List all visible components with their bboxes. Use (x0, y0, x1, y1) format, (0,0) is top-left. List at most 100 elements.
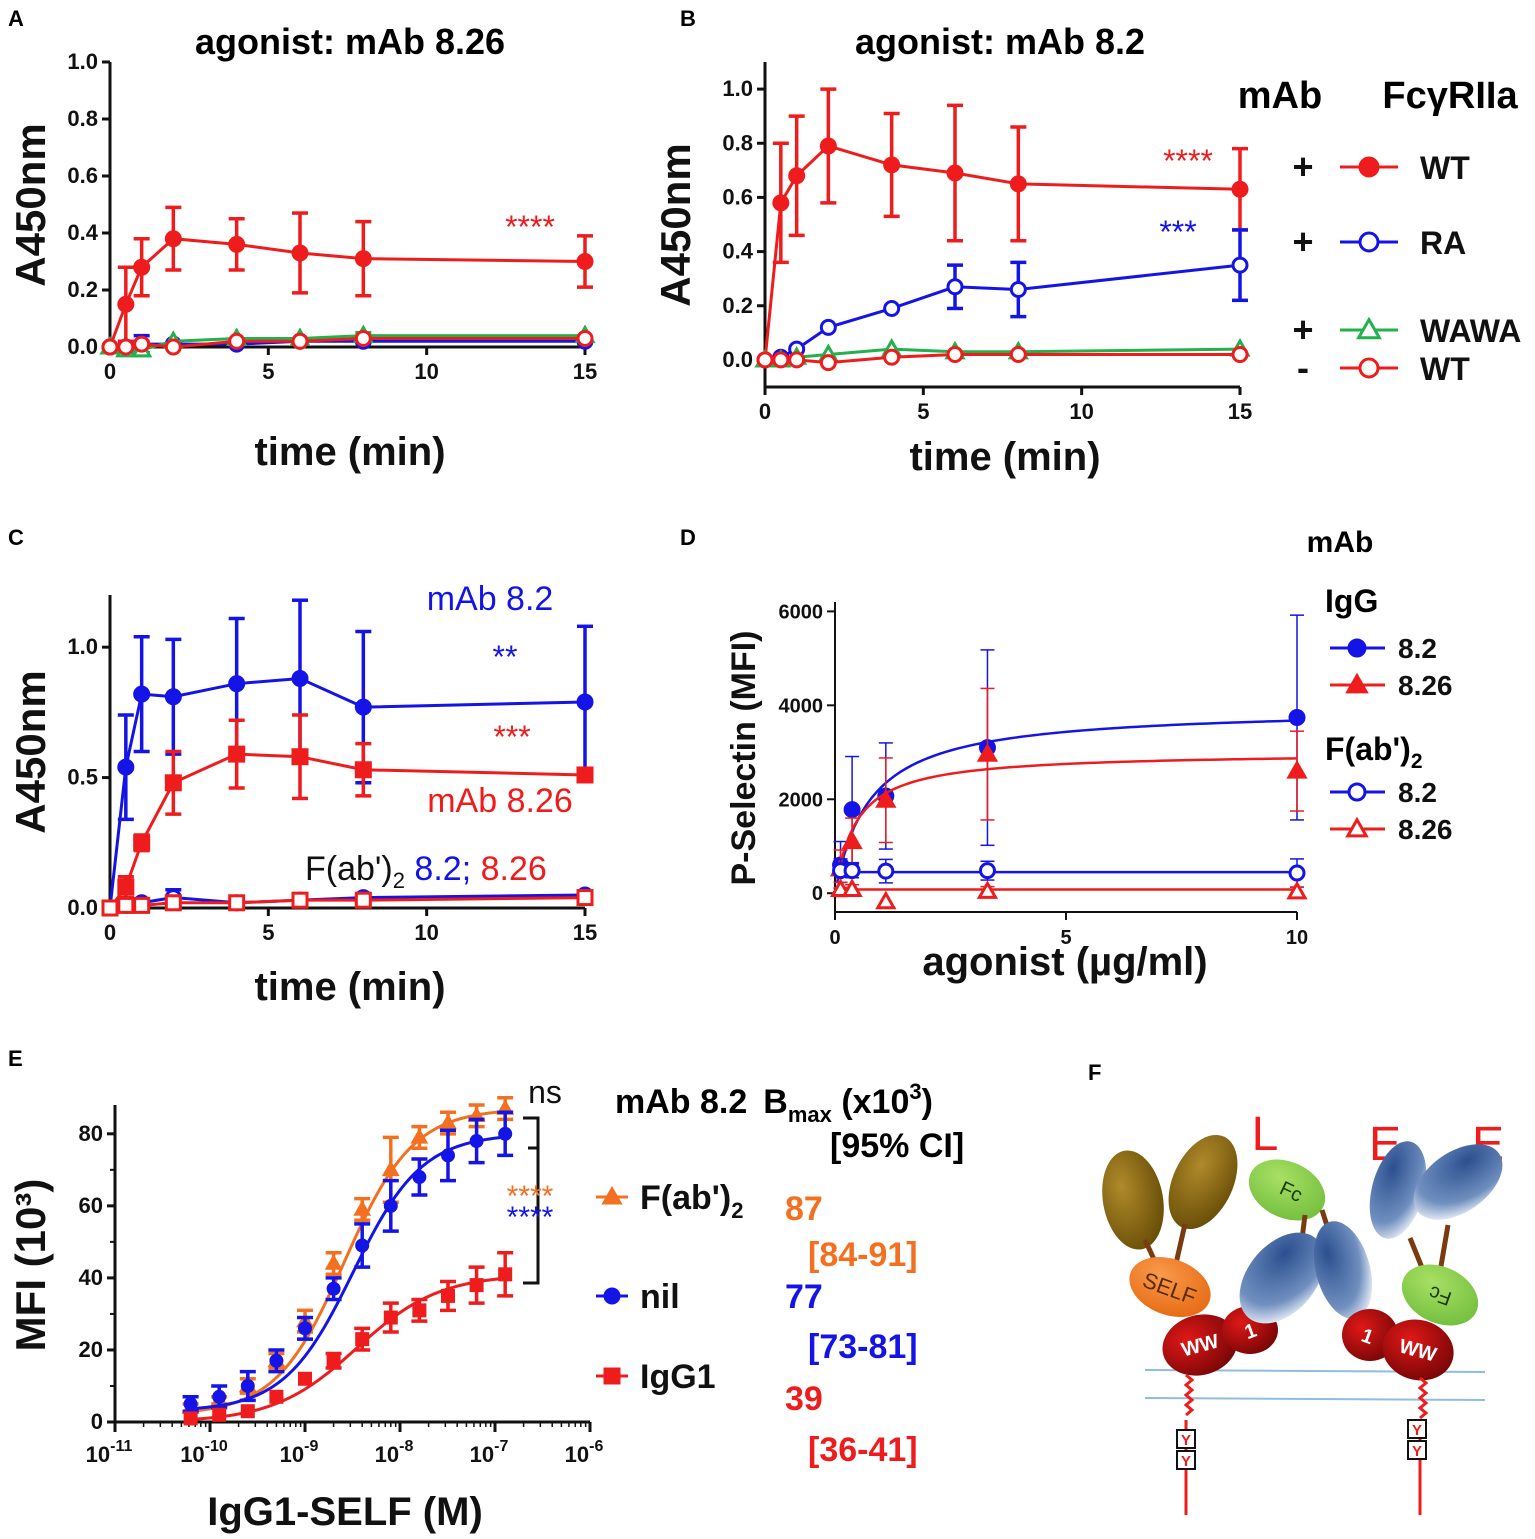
x-tick-label: 0 (104, 359, 116, 384)
series-line (108, 237, 586, 348)
chart-c: 0.0 0.5 1.0 0 5 10 15 time (min) A450nm (7, 595, 597, 1009)
series-mab-ra (756, 228, 1249, 369)
panel-c: C 0.0 0.5 1.0 0 5 10 15 time (min) A450nm mAb 8.… (7, 525, 597, 1009)
panel-letter-f: F (1088, 1060, 1101, 1085)
x-tick-label: 10-6 (565, 1438, 604, 1467)
x-tick-label: 10 (414, 920, 438, 945)
fab-arm-1 (1102, 1150, 1164, 1250)
data-point (883, 299, 901, 317)
panel-b-significance-blue: *** (1159, 214, 1196, 250)
x-axis-label: time (min) (254, 965, 445, 1009)
y-tick-label: 0.6 (67, 163, 98, 188)
significance-blue: ** (493, 639, 518, 675)
legend-ci: [36-41] (808, 1431, 918, 1469)
data-point (469, 1134, 484, 1149)
y-tick-label: 40 (79, 1265, 103, 1290)
data-point (291, 748, 309, 766)
series-mab-wt (101, 329, 594, 356)
series-f-ab-2-8-2 (832, 858, 1306, 888)
data-point (240, 1404, 255, 1419)
legend-bmax: 77 (785, 1278, 823, 1316)
legend-header-ci: [95% CI] (830, 1127, 964, 1165)
data-point (183, 1396, 198, 1411)
legend-label: 8.26 (1398, 814, 1453, 845)
d2-domain (1162, 1314, 1238, 1376)
x-tick-label: 10 (414, 359, 438, 384)
y-tick-label: 0.0 (67, 334, 98, 359)
legend-bmax: 39 (785, 1380, 823, 1418)
legend-item: nil 77 [73-81] (596, 1278, 918, 1366)
y-axis-label: MFI (10³) (7, 1179, 54, 1352)
data-point (877, 862, 895, 880)
itam-tyrosine: Y (1181, 1432, 1191, 1449)
data-point (756, 351, 774, 369)
panel-d-legend: mAb IgG F(ab')2 8.2 8.26 8.2 8.26 (1307, 526, 1453, 845)
panel-b-legend: mAb FcγRIIa + WT + RA + WAWA - WT (1238, 75, 1522, 388)
data-point (1231, 256, 1249, 274)
panel-letter-a: A (8, 6, 24, 31)
data-point (355, 1332, 370, 1347)
series-mab-wt (756, 87, 1249, 369)
y-tick-label: 0.4 (722, 239, 753, 264)
data-point (354, 698, 372, 716)
data-point (117, 896, 135, 914)
x-tick-label: 10-11 (86, 1438, 133, 1467)
data-point (440, 1288, 455, 1303)
data-point (212, 1407, 227, 1422)
data-point (875, 890, 897, 910)
chart-d: 0 2000 4000 6000 0 5 10 agonist (µg/ml) P-Select… (725, 601, 1308, 984)
data-point (498, 1267, 513, 1282)
y-tick-label: 2000 (779, 789, 824, 811)
data-point (410, 1128, 429, 1144)
data-point (355, 1238, 370, 1253)
data-point (976, 880, 999, 899)
legend-item: 8.2 (1330, 777, 1437, 808)
data-point (164, 894, 182, 912)
y-axis-label: A450nm (7, 670, 54, 833)
x-tick-label: 0 (759, 399, 771, 424)
label-mab-8-26: mAb 8.26 (427, 782, 573, 820)
data-point (976, 743, 999, 762)
data-point (291, 891, 309, 909)
significance-blue: **** (507, 1201, 554, 1234)
legend-sign: + (1292, 146, 1313, 187)
data-point (326, 1281, 341, 1296)
data-point (228, 894, 246, 912)
chart-a: 0.0 0.2 0.4 0.6 0.8 1.0 0 5 10 15 time (min) A450nm (7, 49, 597, 474)
series-line (764, 263, 1241, 362)
y-axis-label: A450nm (7, 123, 54, 286)
data-point (819, 354, 837, 372)
chart-b: 0.0 0.2 0.4 0.6 0.8 1.0 0 5 10 15 time (min) A450nm (652, 62, 1252, 479)
data-point (298, 1371, 312, 1386)
fab-arm-middle-1 (1239, 1232, 1325, 1324)
x-tick-label: 15 (573, 920, 597, 945)
label-fab-fragments: F(ab')2 8.2; 8.26 (305, 850, 547, 893)
fc-domain-middle (1248, 1159, 1326, 1221)
legend-item: + WAWA (1292, 309, 1521, 350)
legend-group-fab: F(ab')2 (1325, 731, 1423, 773)
significance-ns: ns (528, 1074, 562, 1110)
legend-marker (1358, 156, 1380, 178)
legend-item: + WT (1292, 146, 1470, 187)
panel-b: B agonist: mAb 8.2 0.0 0.2 0.4 0.6 0.8 1.0 0 5 1… (652, 6, 1521, 479)
data-point (469, 1278, 484, 1293)
data-point (228, 745, 246, 763)
receptor-right: Fc 1 WW Y Y (1342, 1141, 1503, 1515)
legend-item: - WT (1297, 347, 1470, 388)
significance-bracket (523, 1146, 540, 1285)
data-point (841, 878, 863, 897)
y-tick-label: 0.0 (67, 895, 98, 920)
legend-item: 8.26 (1330, 670, 1453, 701)
legend-sign: + (1292, 309, 1313, 350)
transmembrane-left (1183, 1373, 1195, 1417)
panel-letter-b: B (680, 6, 696, 31)
data-point (133, 896, 151, 914)
panel-a: A agonist: mAb 8.26 0.0 0.2 0.4 0.6 0.8 1.0 0 5… (7, 6, 597, 474)
data-point (133, 258, 151, 276)
y-tick-label: 0.5 (67, 765, 98, 790)
x-tick-label: 10 (1286, 927, 1308, 949)
x-tick-label: 5 (917, 399, 929, 424)
data-point (875, 789, 897, 808)
data-point (841, 830, 863, 850)
